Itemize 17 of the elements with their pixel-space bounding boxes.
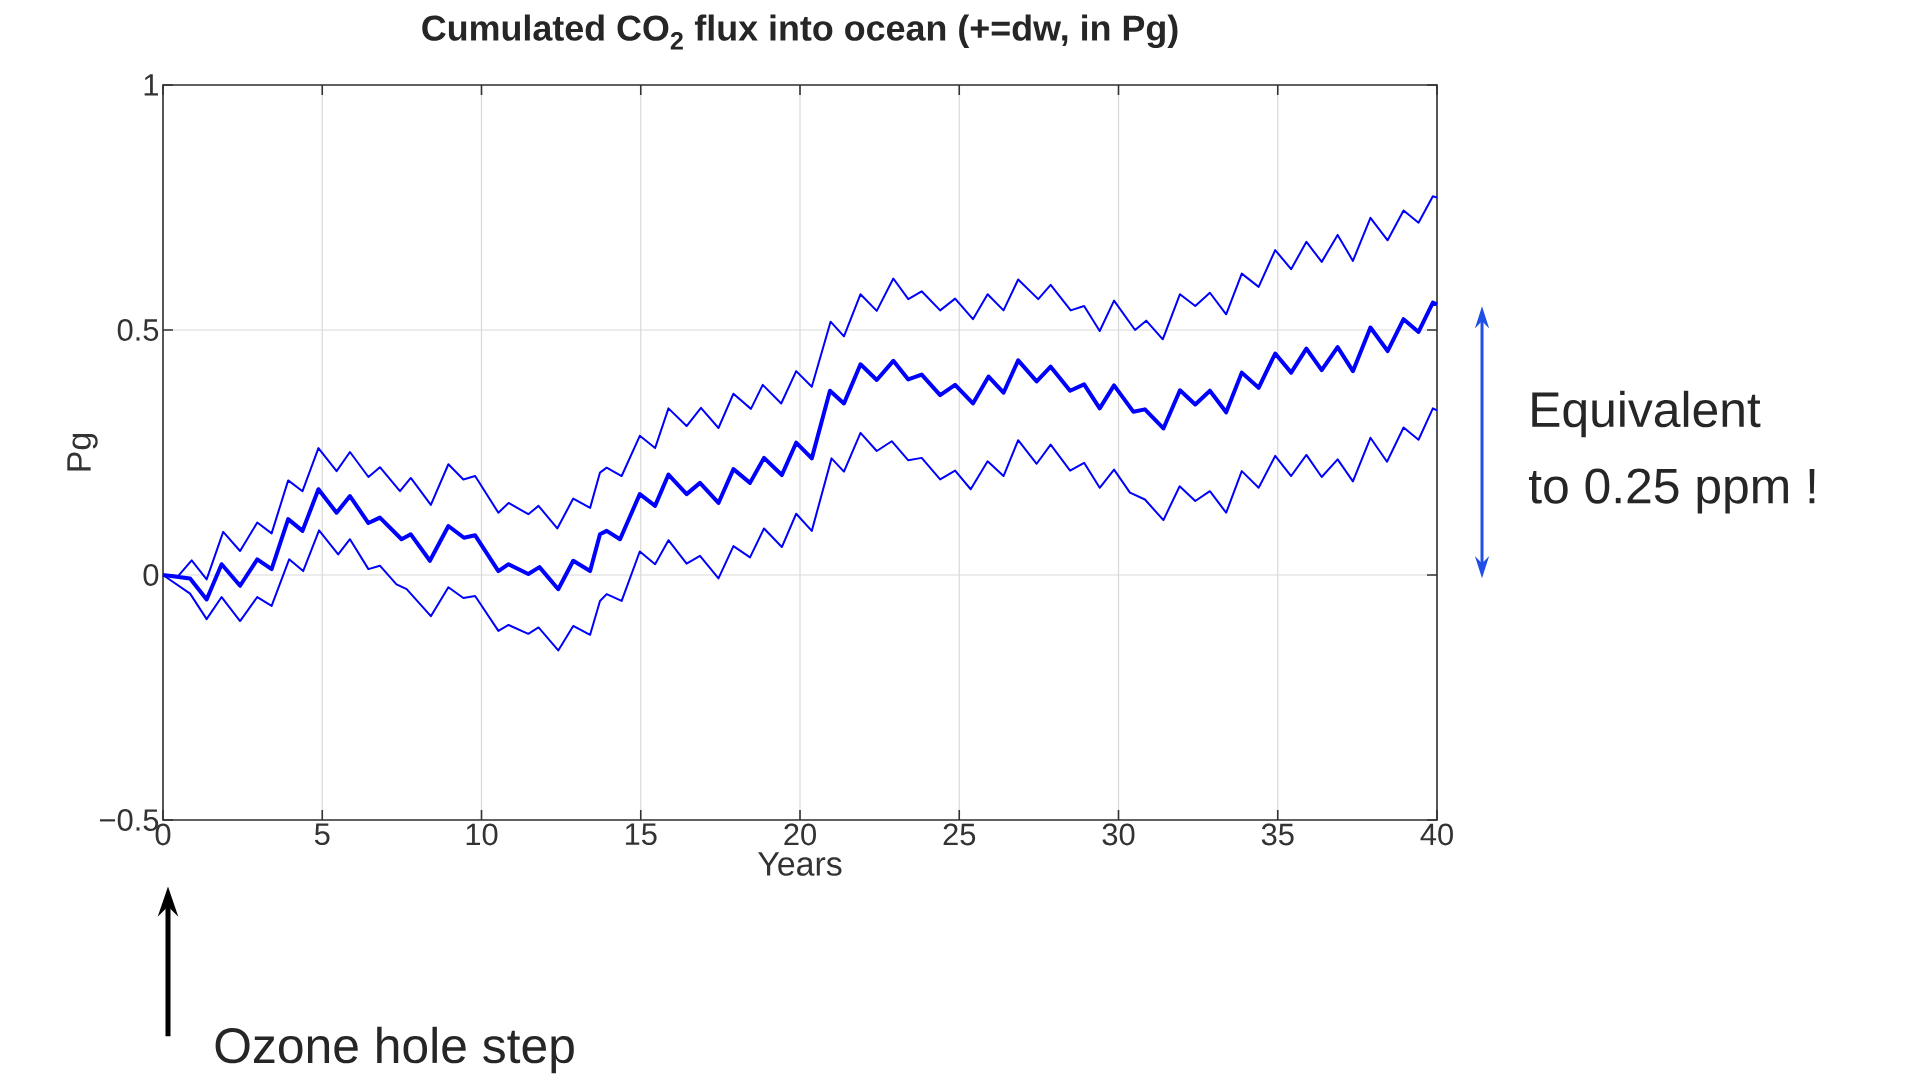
text: Equivalent (1532, 390, 1761, 438)
y-tick-label: 0.5 (117, 319, 159, 341)
x-tick-label: 10 (466, 823, 498, 846)
text: Ozone hole step (215, 1026, 574, 1074)
x-tick-label: 5 (314, 823, 330, 846)
chart-title: Cumulated CO$_{2}$ flux into ocean (+=dw, in Pg) (422, 14, 1178, 50)
x-tick-label: 40 (1420, 823, 1453, 846)
x-tick-label: 25 (943, 823, 976, 846)
x-tick-label: 30 (1102, 823, 1135, 846)
y-tick-label: 0 (143, 564, 159, 586)
y-tick-label: 1 (144, 74, 158, 96)
text: to 0.25 ppm ! (1528, 468, 1815, 514)
x-tick-label: 35 (1261, 823, 1294, 846)
y-axis-title: Pg (67, 433, 98, 471)
x-tick-label: 15 (625, 823, 657, 846)
x-tick-label: 20 (784, 823, 816, 846)
x-axis-title: Years (758, 852, 842, 876)
